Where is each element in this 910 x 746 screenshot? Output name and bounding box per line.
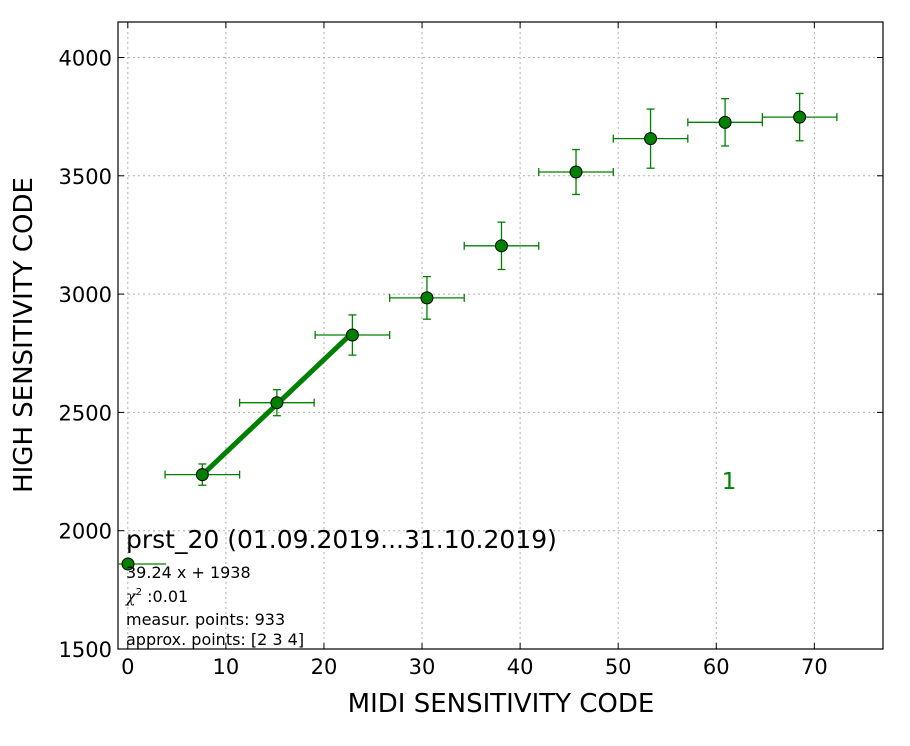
- legend-chi-symbol: χ: [125, 587, 137, 606]
- plot-frame: [117, 21, 884, 650]
- legend-chi-value: :0.01: [142, 587, 188, 606]
- legend-title: prst_20 (01.09.2019...31.10.2019): [126, 525, 557, 554]
- y-tick-label: 2500: [59, 401, 112, 425]
- annotation-label: 1: [722, 469, 737, 495]
- x-tick-label: 70: [801, 655, 828, 679]
- legend-equation: 39.24 x + 1938: [126, 563, 251, 582]
- data-point-8: [687, 98, 764, 147]
- x-tick-label: 30: [409, 655, 436, 679]
- x-tick-label: 10: [213, 655, 240, 679]
- legend-measur-points: measur. points: 933: [126, 610, 285, 629]
- x-axis-title: MIDI SENSITIVITY CODE: [348, 689, 655, 719]
- data-points: [164, 92, 838, 486]
- data-point-marker: [793, 110, 807, 124]
- data-point-6: [538, 148, 614, 196]
- data-point-marker: [718, 115, 732, 129]
- legend-approx-points: approx. points: [2 3 4]: [126, 630, 304, 649]
- data-point-3: [314, 314, 391, 356]
- legend-chi-sup: 2: [136, 587, 142, 598]
- x-tick-label: 20: [311, 655, 338, 679]
- data-point-marker: [195, 468, 209, 482]
- data-point-4: [389, 275, 465, 320]
- y-tick-label: 2000: [59, 520, 112, 544]
- legend: prst_20 (01.09.2019...31.10.2019) 39.24 …: [118, 525, 557, 649]
- x-tick-label: 50: [605, 655, 632, 679]
- x-tick-label: 0: [121, 655, 134, 679]
- x-tick-label: 40: [507, 655, 534, 679]
- data-point-5: [463, 221, 540, 271]
- data-point-marker: [420, 291, 434, 305]
- data-point-9: [761, 92, 838, 142]
- y-tick-label: 4000: [59, 46, 112, 70]
- y-axis-title: HIGH SENSITIVITY CODE: [9, 177, 39, 493]
- data-point-marker: [270, 396, 284, 410]
- y-tick-label: 1500: [59, 638, 112, 662]
- data-point-marker: [494, 239, 508, 253]
- data-point-marker: [644, 132, 658, 146]
- data-point-marker: [345, 328, 359, 342]
- data-point-2: [238, 389, 315, 417]
- x-tick-label: 60: [703, 655, 730, 679]
- data-point-7: [612, 108, 689, 169]
- axis-ticks: 0 10 20 30 40 50 60 70 1500 2000 2500 3000 3500 4000: [59, 22, 883, 679]
- data-point-1: [164, 463, 241, 486]
- data-point-marker: [569, 165, 583, 179]
- legend-sample-marker: [121, 557, 135, 571]
- legend-chi: χ2 :0.01: [125, 587, 188, 606]
- y-tick-label: 3500: [59, 165, 112, 189]
- y-tick-label: 3000: [59, 283, 112, 307]
